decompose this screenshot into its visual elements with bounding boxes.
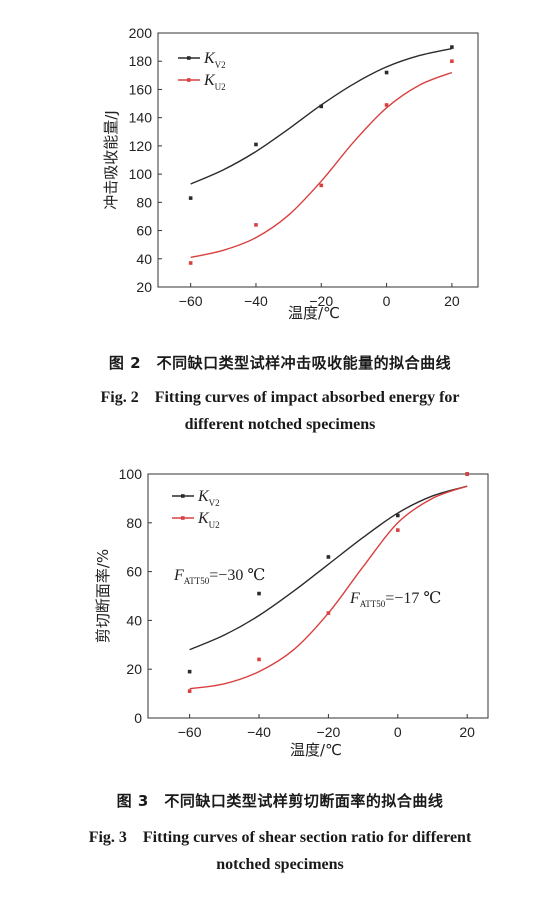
data-point-kv2 — [257, 591, 261, 596]
y-tick-label: 60 — [136, 223, 152, 239]
data-point-ku2 — [450, 59, 454, 64]
legend-label-main: K — [203, 72, 216, 89]
y-axis-label: 冲击吸收能量/J — [102, 110, 120, 209]
legend-label-kv2: KV2 — [197, 488, 220, 508]
x-tick-label: 0 — [394, 724, 402, 740]
x-tick-label: −60 — [179, 293, 203, 309]
y-tick-label: 80 — [136, 194, 152, 210]
plot-frame — [157, 32, 479, 288]
data-point-kv2 — [326, 555, 331, 559]
y-tick-label: 60 — [126, 564, 142, 580]
annotation-label: F — [173, 567, 184, 584]
figure-2-caption-en-line1: Fig. 2 Fitting curves of impact absorbed… — [100, 389, 460, 406]
figure-2-caption-en-line2: different notched specimens — [184, 416, 376, 433]
legend-label-sub: U2 — [215, 82, 226, 92]
data-point-ku2 — [465, 472, 469, 476]
y-tick-label: 200 — [129, 25, 153, 41]
fit-curve-ku2 — [189, 485, 468, 690]
figure-3: 0 20 40 60 80 100 −60 −40 −20 0 20 温度/℃ 剪切断面率/% KV2 KU… — [0, 450, 560, 898]
legend-label-sub: U2 — [209, 520, 220, 530]
y-tick-label: 20 — [136, 279, 152, 295]
data-point-ku2 — [326, 611, 331, 615]
legend-label-ku2: KU2 — [197, 510, 220, 530]
y-tick-label: 120 — [129, 138, 153, 154]
legend-label-main: K — [197, 510, 210, 527]
annotation-sub: ATT50 — [360, 599, 386, 609]
data-point-kv2 — [188, 196, 193, 200]
figure-2-caption-en: Fig. 2 Fitting curves of impact absorbed… — [0, 384, 560, 438]
fit-curve-kv2 — [189, 485, 468, 651]
legend-label-ku2: KU2 — [203, 72, 226, 92]
legend-marker-ku2 — [181, 516, 185, 520]
legend-label-main: K — [197, 488, 210, 505]
data-point-ku2 — [187, 689, 192, 693]
data-point-ku2 — [188, 261, 193, 265]
data-point-kv2 — [254, 142, 258, 147]
data-point-kv2 — [319, 104, 324, 109]
x-tick-label: −20 — [309, 293, 333, 309]
figure-3-caption-cn: 图 3 不同缺口类型试样剪切断面率的拟合曲线 — [116, 792, 444, 810]
data-point-kv2 — [384, 70, 389, 75]
x-tick-label: −40 — [244, 293, 268, 309]
fit-curve-ku2 — [190, 71, 453, 259]
annotation-label: F — [349, 590, 360, 607]
annotation-sub: ATT50 — [184, 576, 210, 586]
fatt50-annotation: FATT50=−17 ℃ — [349, 590, 441, 609]
legend-label-kv2: KV2 — [203, 50, 226, 70]
y-tick-label: 0 — [134, 710, 142, 726]
figure-3-caption-en-line1: Fig. 3 Fitting curves of shear section r… — [88, 829, 472, 846]
chart-impact-energy: 20 40 60 80 100 120 140 160 180 200 −60 −40 −20 0 20 温度… — [102, 25, 479, 322]
y-tick-label: 140 — [129, 110, 153, 126]
x-tick-label: −40 — [247, 724, 271, 740]
fit-curve-kv2 — [190, 47, 453, 185]
x-axis-label: 温度/℃ — [290, 741, 342, 759]
y-axis-label: 剪切断面率/% — [94, 549, 112, 643]
legend-label-main: K — [203, 50, 216, 67]
x-tick-label: 20 — [444, 293, 460, 309]
data-point-ku2 — [384, 103, 389, 107]
x-tick-label: −60 — [178, 724, 202, 740]
figure-2-caption-cn: 图 2 不同缺口类型试样冲击吸收能量的拟合曲线 — [108, 354, 452, 372]
figure-2: 20 40 60 80 100 120 140 160 180 200 −60 −40 −20 0 20 温度… — [0, 25, 560, 438]
data-point-kv2 — [450, 45, 454, 49]
legend-marker-ku2 — [187, 78, 191, 82]
annotation-value: =−30 ℃ — [209, 567, 265, 584]
y-tick-label: 160 — [129, 81, 153, 97]
annotation-value: =−17 ℃ — [385, 590, 441, 607]
legend-label-sub: V2 — [215, 60, 226, 70]
data-point-kv2 — [187, 669, 192, 674]
plot-frame — [147, 473, 489, 719]
legend-marker-kv2 — [181, 494, 185, 498]
y-tick-label: 20 — [126, 661, 142, 677]
y-tick-label: 180 — [129, 53, 153, 69]
legend-label-sub: V2 — [209, 498, 220, 508]
y-tick-label: 40 — [126, 612, 142, 628]
x-tick-label: 0 — [383, 293, 391, 309]
x-tick-label: 20 — [459, 724, 475, 740]
data-point-ku2 — [319, 183, 324, 188]
legend-marker-kv2 — [187, 56, 191, 60]
y-tick-label: 40 — [136, 251, 152, 267]
x-tick-label: −20 — [317, 724, 341, 740]
y-tick-label: 80 — [126, 515, 142, 531]
data-point-ku2 — [395, 528, 400, 532]
data-point-ku2 — [254, 223, 258, 227]
y-tick-label: 100 — [119, 466, 143, 482]
data-point-ku2 — [257, 657, 261, 662]
figure-3-caption-en-line2: notched specimens — [216, 856, 344, 873]
fatt50-annotation: FATT50=−30 ℃ — [173, 567, 265, 586]
data-point-kv2 — [395, 513, 400, 518]
y-tick-label: 100 — [129, 166, 153, 182]
figure-3-caption-en: Fig. 3 Fitting curves of shear section r… — [0, 824, 560, 878]
x-axis-label: 温度/℃ — [288, 304, 340, 322]
